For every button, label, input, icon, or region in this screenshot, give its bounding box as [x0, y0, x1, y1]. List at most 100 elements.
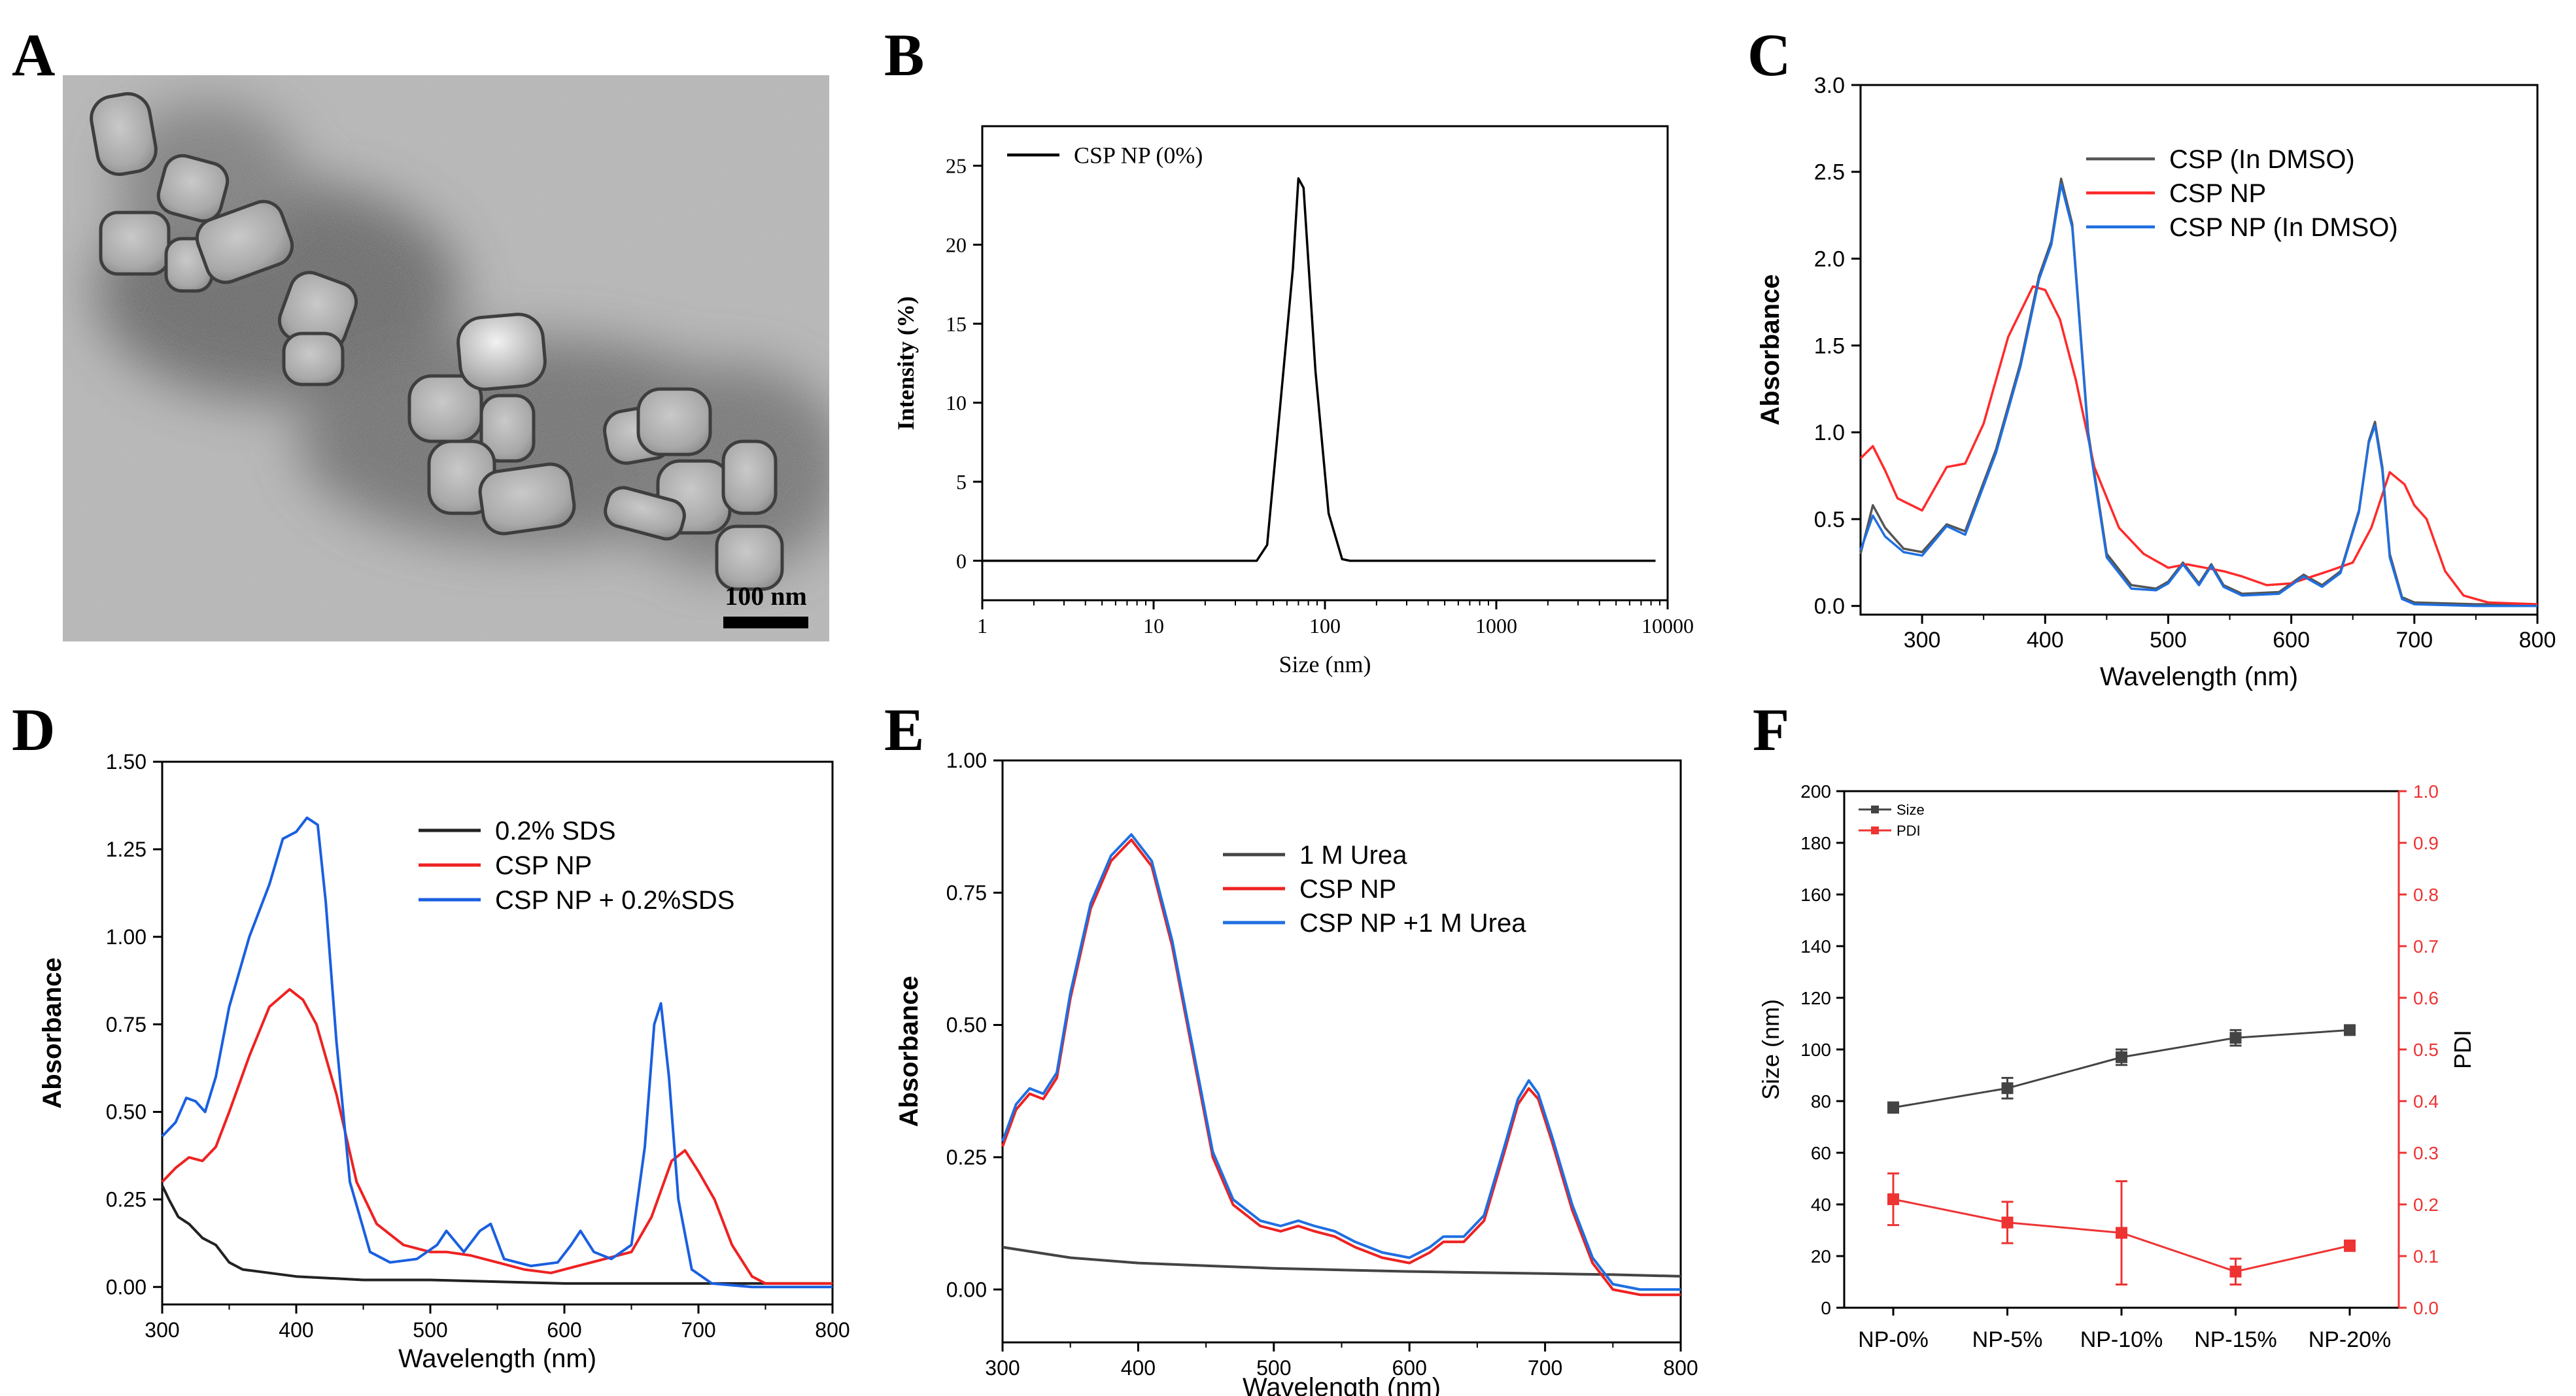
- chart-b-x-tick-label: 1000: [1475, 614, 1517, 638]
- chart-f-point-pdi: [2229, 1265, 2242, 1278]
- chart-f-point-size: [2116, 1051, 2127, 1063]
- chart-f-x-tick-label: NP-15%: [2194, 1327, 2277, 1352]
- chart-f-y-right-tick-label: 1.0: [2413, 781, 2439, 802]
- chart-d-y-tick-label: 0.00: [106, 1275, 146, 1299]
- chart-d-legend-label-csp-np: CSP NP: [495, 851, 592, 880]
- chart-d-y-tick-label: 0.75: [106, 1013, 146, 1036]
- chart-e-series-csp-np: [1001, 838, 1681, 1297]
- chart-f-point-size: [2344, 1024, 2356, 1036]
- chart-d-x-tick-label: 800: [815, 1318, 850, 1342]
- chart-f-x-tick-label: NP-0%: [1858, 1327, 1929, 1352]
- chart-b-y-tick-label: 20: [946, 233, 967, 256]
- chart-b-y-tick-label: 10: [946, 391, 967, 415]
- chart-f-point-size: [2001, 1082, 2014, 1095]
- chart-f-legend-label-size: Size: [1897, 802, 1925, 818]
- chart-e-y-tick-label: 1.00: [946, 749, 987, 772]
- chart-f-y-tick-label: 20: [1811, 1246, 1831, 1267]
- chart-b-x-tick-label: 10000: [1641, 614, 1694, 638]
- chart-d-y-tick-label: 1.00: [106, 925, 146, 949]
- chart-e-x-tick-label: 800: [1663, 1356, 1698, 1380]
- chart-d-y-tick-label: 1.25: [106, 838, 146, 861]
- chart-d-series-csp-np: [161, 988, 833, 1285]
- chart-c-y-tick-label: 1.0: [1814, 420, 1845, 445]
- chart-e-x-tick-label: 300: [985, 1356, 1020, 1380]
- chart-e-legend-label-1-m-urea: 1 M Urea: [1299, 841, 1407, 870]
- chart-c-legend-label-csp-np-in-dmso: CSP NP (In DMSO): [2169, 213, 2398, 242]
- chart-e-y-tick-label: 0.25: [946, 1146, 987, 1169]
- chart-b: 1 10 100 1000 10000 0 5 10 15 20 25 Size (nm) Intens…: [893, 125, 1694, 677]
- chart-c-y-tick-label: 2.0: [1814, 247, 1845, 271]
- chart-e-series-1-m-urea: [1002, 1246, 1681, 1278]
- chart-f-y-tick-label: 140: [1800, 936, 1831, 957]
- chart-f-y-right-tick-label: 0.4: [2413, 1091, 2439, 1112]
- chart-c-y-axis-label: Absorbance: [1756, 274, 1785, 425]
- chart-e-x-tick-label: 700: [1528, 1356, 1562, 1380]
- chart-e-legend-label-csp-np-1-m-urea: CSP NP +1 M Urea: [1299, 909, 1526, 938]
- panel-label-c: C: [1747, 22, 1791, 88]
- chart-c-y-tick-label: 1.5: [1814, 333, 1845, 358]
- chart-c-series-csp-np: [1859, 285, 2538, 605]
- chart-f-x-tick-label: NP-20%: [2309, 1327, 2392, 1352]
- panel-label-f: F: [1753, 696, 1790, 763]
- chart-f-y-right-tick-label: 0.9: [2413, 833, 2439, 853]
- chart-d-y-tick-label: 0.50: [106, 1100, 146, 1124]
- chart-e-x-tick-label: 600: [1392, 1356, 1427, 1380]
- chart-f-x-tick-label: NP-10%: [2080, 1327, 2163, 1352]
- chart-e-legend-label-csp-np: CSP NP: [1299, 875, 1396, 904]
- chart-f-legend-marker-size: [1871, 806, 1879, 813]
- chart-f-y-right-tick-label: 0.3: [2413, 1143, 2439, 1163]
- chart-f-legend-marker-pdi: [1871, 826, 1879, 834]
- chart-e-x-axis-label: Wavelength (nm): [1243, 1373, 1441, 1396]
- chart-d-y-tick-label: 1.50: [106, 750, 146, 774]
- chart-c-x-tick-label: 300: [1904, 628, 1941, 653]
- chart-c-y-tick-label: 0.0: [1814, 594, 1845, 619]
- chart-c-legend-label-csp-np: CSP NP: [2169, 179, 2266, 208]
- chart-f-y-tick-label: 0: [1821, 1298, 1831, 1318]
- panel-label-a: A: [12, 22, 56, 88]
- chart-f-point-size: [2229, 1032, 2242, 1044]
- chart-f-x-tick-label: NP-5%: [1972, 1327, 2043, 1352]
- chart-c-x-tick-label: 700: [2396, 628, 2433, 653]
- chart-d-series-csp-np-0-2-sds: [161, 816, 833, 1289]
- chart-c-series-csp-np-in-dmso: [1859, 182, 2537, 607]
- chart-d-x-tick-label: 300: [145, 1318, 179, 1342]
- chart-d-legend-label-0-2-sds: 0.2% SDS: [495, 817, 616, 845]
- chart-f-y-right-tick-label: 0.2: [2413, 1195, 2439, 1215]
- chart-f-point-pdi: [2001, 1216, 2014, 1229]
- chart-e-y-axis-label: Absorbance: [895, 976, 923, 1127]
- chart-f-y-tick-label: 100: [1800, 1040, 1831, 1060]
- panel-label-d: D: [12, 696, 56, 763]
- chart-f-point-pdi: [2344, 1240, 2356, 1252]
- chart-d-y-axis-label: Absorbance: [38, 957, 67, 1108]
- chart-f: 0 20 40 60 80 100 120 140 160 180 200 0.0 0.1 0.2 0.3 0…: [1757, 781, 2476, 1352]
- chart-f-series-size: [1893, 1029, 2350, 1109]
- chart-f-y-right-tick-label: 0.0: [2413, 1298, 2439, 1318]
- chart-b-x-axis-label: Size (nm): [1279, 651, 1371, 677]
- chart-e-y-tick-label: 0.50: [946, 1013, 987, 1037]
- chart-b-y-tick-label: 5: [956, 470, 967, 494]
- chart-b-y-tick-label: 15: [946, 312, 967, 335]
- chart-f-y-right-tick-label: 0.6: [2413, 988, 2439, 1008]
- chart-d-x-axis-label: Wavelength (nm): [398, 1344, 596, 1373]
- chart-f-y-tick-label: 160: [1800, 885, 1831, 905]
- tem-micrograph: 100 nm: [63, 75, 829, 641]
- chart-e-y-tick-label: 0.75: [946, 881, 987, 904]
- chart-d-x-tick-label: 700: [681, 1318, 715, 1342]
- chart-c-y-tick-label: 3.0: [1814, 73, 1845, 98]
- chart-b-series-csp-np-0: [982, 177, 1656, 562]
- chart-f-y-right-tick-label: 0.5: [2413, 1040, 2439, 1060]
- chart-b-x-tick-label: 1: [977, 614, 987, 638]
- chart-c-plot-frame: [1859, 84, 2539, 616]
- chart-b-y-axis-label: Intensity (%): [893, 296, 919, 430]
- chart-b-legend-label-csp-np-0: CSP NP (0%): [1074, 143, 1203, 169]
- panel-label-b: B: [884, 22, 925, 88]
- chart-f-legend-label-pdi: PDI: [1897, 823, 1921, 839]
- chart-f-y-tick-label: 40: [1811, 1195, 1831, 1215]
- chart-b-plot-frame: [981, 125, 1669, 602]
- chart-f-y-right-tick-label: 0.7: [2413, 936, 2439, 957]
- chart-c-x-tick-label: 600: [2273, 628, 2310, 653]
- chart-f-point-pdi: [1887, 1193, 1899, 1206]
- chart-c-y-tick-label: 0.5: [1814, 507, 1845, 532]
- chart-c: 300 400 500 600 700 800 0.0 0.5 1.0 1.5 2.0 2.5 3.0 W…: [1756, 73, 2556, 691]
